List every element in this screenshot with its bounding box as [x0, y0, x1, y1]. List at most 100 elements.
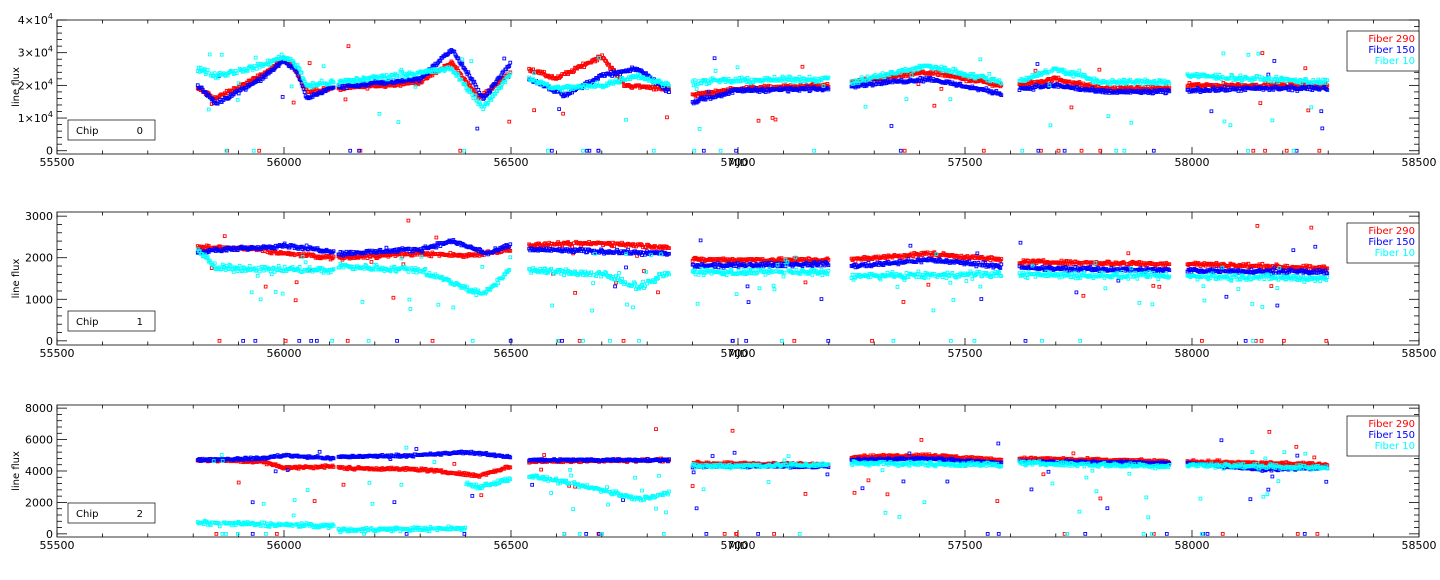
- data-point: [1260, 339, 1263, 342]
- data-point: [702, 149, 705, 152]
- data-point: [398, 75, 401, 78]
- data-point: [1321, 127, 1324, 130]
- data-point: [949, 98, 952, 101]
- x-tick-label: 58500: [1402, 347, 1437, 360]
- data-point: [1267, 73, 1270, 76]
- x-tick-label: 56500: [494, 347, 529, 360]
- y-tick-label: 4×104: [18, 12, 53, 27]
- data-point: [979, 58, 982, 61]
- data-point: [509, 243, 512, 246]
- data-point: [1080, 149, 1083, 152]
- data-point: [237, 82, 240, 85]
- data-point: [476, 127, 479, 130]
- y-tick-label: 2000: [25, 252, 53, 265]
- data-point: [546, 149, 549, 152]
- data-point: [940, 87, 943, 90]
- x-tick-label: 56000: [267, 156, 302, 169]
- data-point: [235, 72, 238, 75]
- data-point: [206, 69, 209, 72]
- data-point: [550, 149, 553, 152]
- data-point: [696, 83, 699, 86]
- data-point: [1115, 149, 1118, 152]
- data-point: [1210, 110, 1213, 113]
- data-point: [397, 121, 400, 124]
- data-point: [1310, 226, 1313, 229]
- data-point: [757, 119, 760, 122]
- data-point: [303, 91, 306, 94]
- data-point: [322, 65, 325, 68]
- data-point: [292, 101, 295, 104]
- data-point: [622, 339, 625, 342]
- data-point: [1099, 149, 1102, 152]
- x-axis-title: MJD: [728, 349, 748, 360]
- data-point: [871, 339, 874, 342]
- data-point: [1037, 149, 1040, 152]
- data-point: [773, 75, 776, 78]
- data-point: [693, 79, 696, 82]
- data-point: [1273, 60, 1276, 63]
- data-point: [735, 149, 738, 152]
- data-point: [255, 67, 258, 70]
- data-point: [1223, 120, 1226, 123]
- data-point: [1239, 74, 1242, 77]
- data-point: [699, 239, 702, 242]
- data-point: [714, 70, 717, 73]
- data-point: [625, 266, 628, 269]
- data-point: [1078, 69, 1081, 72]
- data-point: [223, 235, 226, 238]
- data-point: [864, 105, 867, 108]
- data-point: [459, 149, 462, 152]
- data-point: [1292, 149, 1295, 152]
- data-point: [1223, 86, 1226, 89]
- data-point: [294, 299, 297, 302]
- chip-number: 0: [137, 126, 143, 137]
- data-point: [378, 112, 381, 115]
- data-point: [1264, 149, 1267, 152]
- data-point: [199, 66, 202, 69]
- data-point: [477, 88, 480, 91]
- data-point: [1082, 294, 1085, 297]
- data-point: [320, 79, 323, 82]
- data-point: [988, 72, 991, 75]
- data-point: [1036, 63, 1039, 66]
- data-point: [746, 285, 749, 288]
- data-point: [561, 89, 564, 92]
- data-point: [1271, 119, 1274, 122]
- data-point: [666, 116, 669, 119]
- data-point: [349, 149, 352, 152]
- data-point: [719, 149, 722, 152]
- data-point: [225, 149, 228, 152]
- data-point: [1130, 121, 1133, 124]
- data-point: [269, 63, 272, 66]
- data-point: [774, 118, 777, 121]
- data-point: [252, 149, 255, 152]
- data-point: [346, 339, 349, 342]
- data-point: [504, 81, 507, 84]
- data-point: [208, 53, 211, 56]
- data-point: [854, 260, 857, 263]
- data-point: [414, 85, 417, 88]
- x-tick-label: 55500: [40, 156, 75, 169]
- data-point: [1098, 68, 1101, 71]
- data-point: [295, 281, 298, 284]
- legend-entry: Fiber 10: [1375, 56, 1415, 67]
- data-point: [940, 65, 943, 68]
- data-point: [1310, 106, 1313, 109]
- x-tick-label: 57500: [948, 156, 983, 169]
- y-tick-label: 1×104: [18, 110, 53, 125]
- data-point: [982, 149, 985, 152]
- data-point: [1063, 69, 1066, 72]
- data-point: [509, 61, 512, 64]
- data-point: [695, 88, 698, 91]
- x-tick-label: 58000: [1175, 347, 1210, 360]
- y-axis-title: line flux: [11, 259, 22, 299]
- data-point: [614, 285, 617, 288]
- data-point: [792, 81, 795, 84]
- data-point: [588, 149, 591, 152]
- data-point: [747, 301, 750, 304]
- data-point: [808, 75, 811, 78]
- data-point: [296, 64, 299, 67]
- data-point: [258, 66, 261, 69]
- data-point: [927, 283, 930, 286]
